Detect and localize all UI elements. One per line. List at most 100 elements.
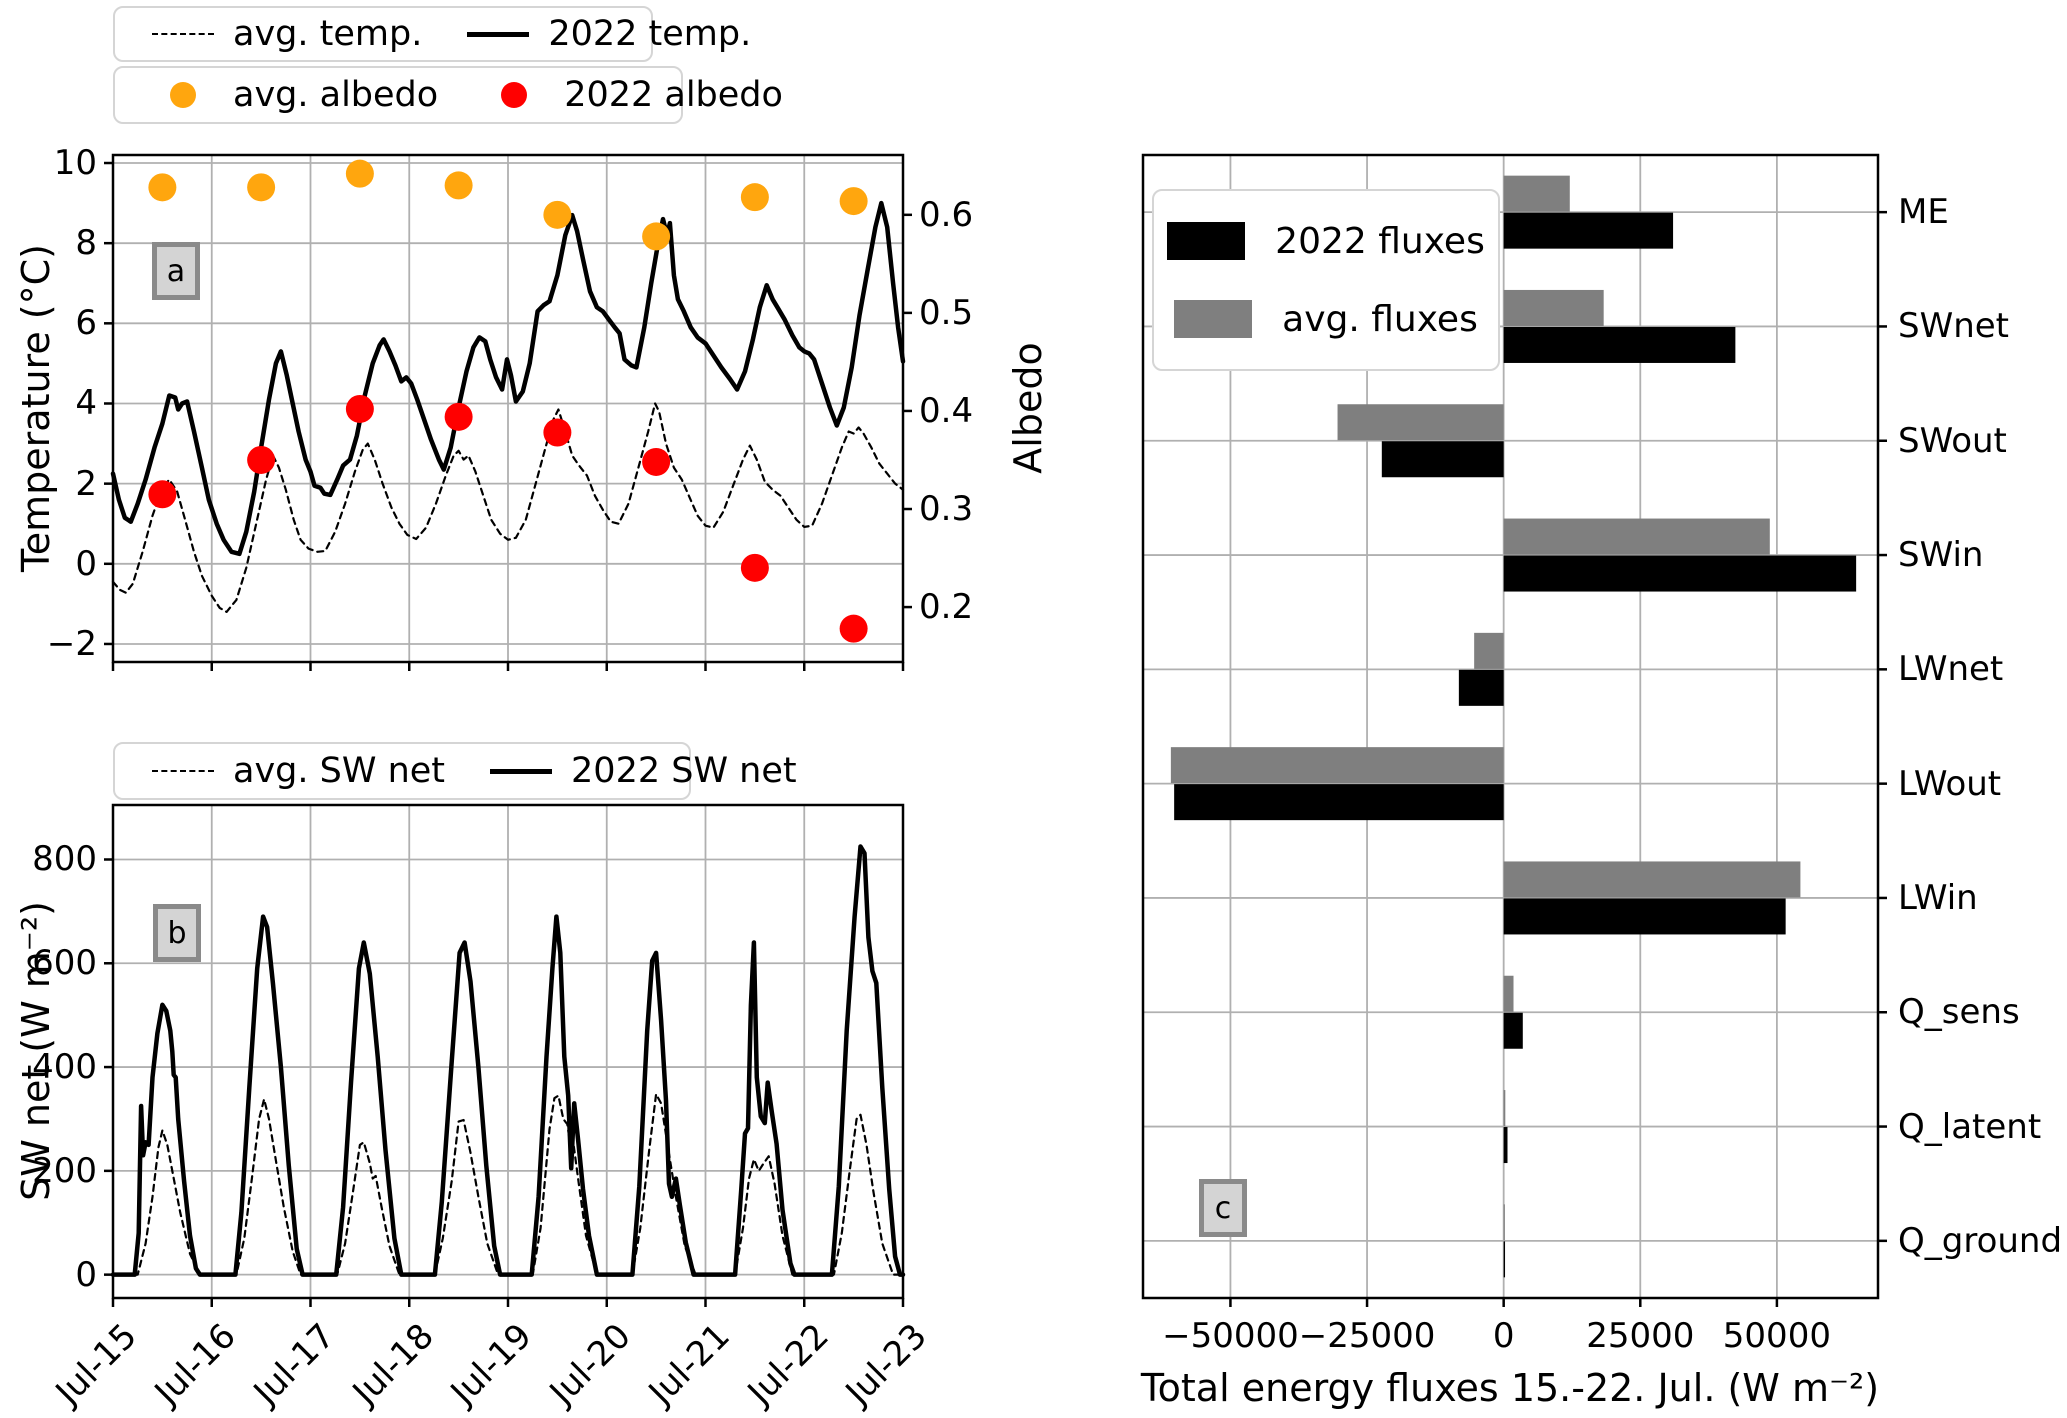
x-axis-title-fluxes: Total energy fluxes 15.-22. Jul. (W m⁻²) bbox=[1140, 1366, 1880, 1410]
bar-2022-SWnet bbox=[1503, 326, 1736, 363]
y-tick-temp: 4 bbox=[75, 383, 97, 424]
dot-orange bbox=[740, 183, 769, 212]
y-tick-temp: 0 bbox=[75, 543, 97, 584]
panel-letter: b bbox=[167, 915, 187, 951]
dot-red bbox=[444, 402, 473, 431]
bar-2022-LWout bbox=[1174, 784, 1504, 821]
bar-avg-Q_ground bbox=[1503, 1204, 1505, 1241]
panel-letter: c bbox=[1214, 1190, 1232, 1226]
legend-c: 2022 fluxes avg. fluxes bbox=[1152, 189, 1500, 371]
dot-orange bbox=[444, 171, 473, 200]
bar-2022-SWout bbox=[1381, 441, 1504, 478]
dot-red bbox=[839, 614, 868, 643]
dot-orange bbox=[642, 222, 671, 251]
category-label: SWout bbox=[1898, 420, 2007, 461]
y-tick-swnet: 400 bbox=[32, 1047, 97, 1088]
category-label: LWout bbox=[1898, 763, 2002, 804]
y-tick-swnet: 800 bbox=[32, 839, 97, 880]
bar-avg-SWnet bbox=[1503, 289, 1604, 326]
category-label: Q_sens bbox=[1898, 992, 2020, 1033]
y-tick-albedo: 0.4 bbox=[919, 390, 974, 431]
bar-avg-Q_sens bbox=[1503, 975, 1514, 1012]
dot-red bbox=[148, 480, 177, 509]
category-label: SWnet bbox=[1898, 306, 2009, 347]
legend-b: avg. SW net 2022 SW net bbox=[113, 742, 797, 800]
legend-label: avg. albedo bbox=[233, 75, 439, 115]
legend-label: 2022 temp. bbox=[548, 14, 752, 54]
legend-item-2022-temp: 2022 temp. bbox=[448, 8, 777, 60]
legend-label: avg. temp. bbox=[233, 14, 423, 54]
legend-item-2022-albedo: 2022 albedo bbox=[464, 69, 809, 121]
gray-swatch-icon bbox=[1174, 300, 1253, 338]
y-tick-swnet: 200 bbox=[32, 1150, 97, 1191]
bar-2022-Q_latent bbox=[1503, 1127, 1508, 1164]
bar-avg-LWnet bbox=[1474, 632, 1504, 669]
dot-orange bbox=[345, 159, 374, 188]
dot-red bbox=[247, 445, 276, 474]
y-tick-albedo: 0.2 bbox=[919, 587, 974, 628]
legend-label: 2022 fluxes bbox=[1275, 220, 1485, 262]
bar-2022-LWin bbox=[1503, 898, 1786, 935]
bar-2022-LWnet bbox=[1458, 669, 1504, 706]
x-tick-flux: 0 bbox=[1492, 1316, 1515, 1356]
dashed-line-marker-icon bbox=[152, 770, 214, 772]
y-tick-temp: 8 bbox=[75, 223, 97, 264]
dot-red bbox=[543, 418, 572, 447]
legend-item-2022-fluxes: 2022 fluxes bbox=[1167, 209, 1485, 273]
bar-avg-SWin bbox=[1503, 518, 1770, 555]
bar-avg-ME bbox=[1503, 175, 1570, 212]
legend-a-albedo: avg. albedo 2022 albedo bbox=[113, 66, 783, 124]
y-tick-albedo: 0.6 bbox=[919, 194, 974, 235]
x-tick-flux: −25000 bbox=[1298, 1316, 1436, 1356]
category-label: Q_ground bbox=[1898, 1220, 2063, 1261]
bar-2022-Q_sens bbox=[1503, 1012, 1523, 1049]
x-tick-flux: 25000 bbox=[1586, 1316, 1695, 1356]
solid-line-marker-icon bbox=[467, 31, 530, 37]
bar-avg-SWout bbox=[1337, 404, 1504, 441]
dot-red bbox=[740, 553, 769, 582]
legend-label: avg. SW net bbox=[233, 751, 446, 791]
bar-2022-SWin bbox=[1503, 555, 1857, 592]
dot-orange bbox=[543, 200, 572, 229]
y-tick-temp: 10 bbox=[53, 143, 97, 184]
dot-orange bbox=[148, 173, 177, 202]
y-tick-temp: 6 bbox=[75, 303, 97, 344]
dashed-line-marker-icon bbox=[152, 33, 214, 35]
panel-label-b: b bbox=[153, 904, 201, 962]
dot-red bbox=[642, 447, 671, 476]
bar-avg-LWout bbox=[1170, 747, 1504, 784]
legend-item-2022-swnet: 2022 SW net bbox=[471, 745, 823, 797]
panel-letter: a bbox=[166, 253, 186, 289]
x-tick-flux: −50000 bbox=[1162, 1316, 1299, 1356]
y-tick-albedo: 0.3 bbox=[919, 489, 974, 530]
orange-dot-marker-icon bbox=[170, 82, 196, 108]
red-dot-marker-icon bbox=[501, 82, 528, 108]
bar-2022-ME bbox=[1503, 212, 1674, 249]
legend-label: 2022 SW net bbox=[571, 751, 797, 791]
legend-item-avg-temp: avg. temp. bbox=[133, 8, 448, 60]
legend-label: 2022 albedo bbox=[564, 75, 783, 115]
legend-label: avg. fluxes bbox=[1282, 298, 1478, 340]
dot-orange bbox=[839, 187, 868, 216]
y-tick-swnet: 600 bbox=[32, 943, 97, 984]
y-tick-temp: −2 bbox=[46, 623, 97, 664]
bar-avg-LWin bbox=[1503, 861, 1801, 898]
legend-item-avg-albedo: avg. albedo bbox=[133, 69, 464, 121]
dot-orange bbox=[247, 173, 276, 202]
category-label: LWnet bbox=[1898, 649, 2004, 690]
category-label: SWin bbox=[1898, 535, 1984, 576]
category-label: ME bbox=[1898, 192, 1949, 233]
y-tick-swnet: 0 bbox=[75, 1254, 97, 1295]
legend-item-avg-fluxes: avg. fluxes bbox=[1174, 287, 1478, 351]
panel-label-a: a bbox=[152, 242, 200, 300]
panel-label-c: c bbox=[1199, 1179, 1247, 1237]
bar-2022-Q_ground bbox=[1503, 1241, 1506, 1278]
y-tick-albedo: 0.5 bbox=[919, 292, 974, 333]
legend-item-avg-swnet: avg. SW net bbox=[133, 745, 471, 797]
dot-red bbox=[345, 394, 374, 423]
black-swatch-icon bbox=[1167, 222, 1246, 260]
category-label: Q_latent bbox=[1898, 1106, 2042, 1147]
solid-line-marker-icon bbox=[490, 768, 553, 774]
